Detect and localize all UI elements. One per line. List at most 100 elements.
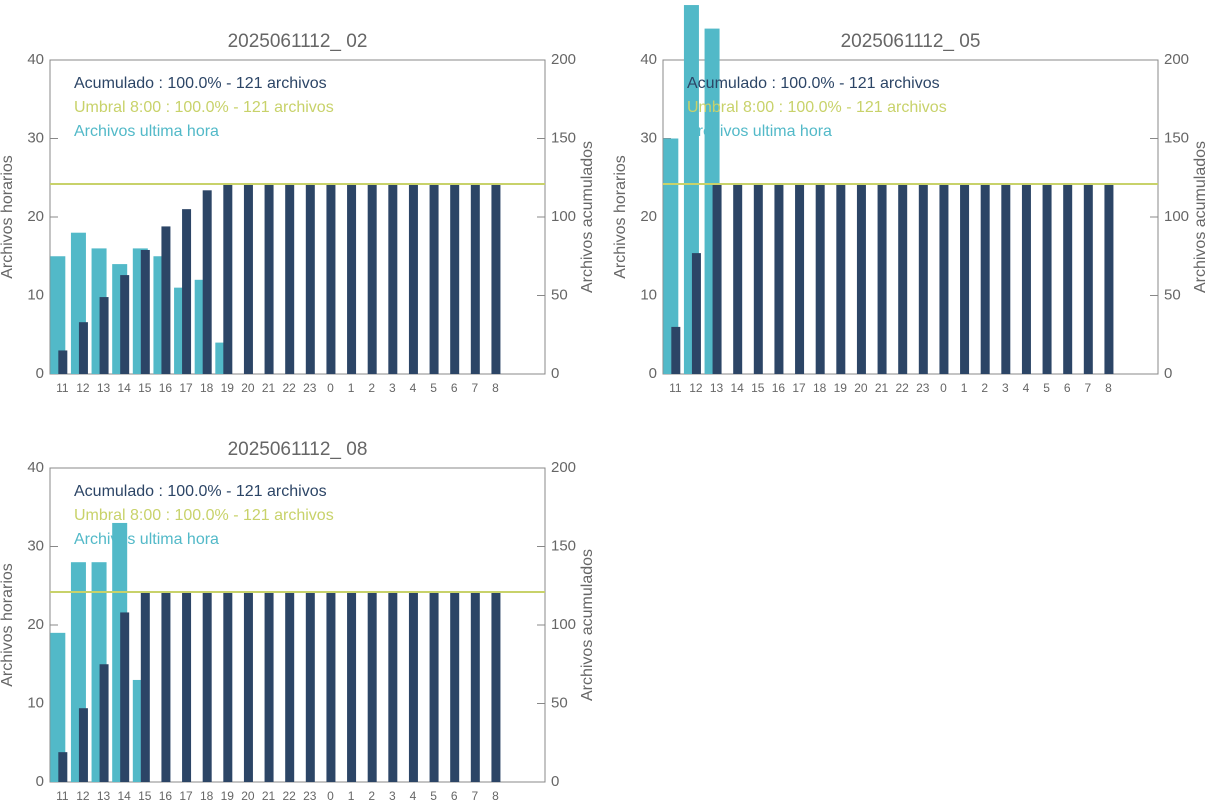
cumulative-bar	[691, 253, 701, 374]
y-tick-label: 40	[27, 51, 44, 68]
x-tick-label: 8	[1105, 381, 1112, 395]
x-tick-label: 15	[138, 789, 152, 803]
x-tick-label: 22	[896, 381, 910, 395]
x-tick-label: 23	[303, 381, 317, 395]
x-tick-label: 2	[368, 381, 375, 395]
x-tick-label: 3	[389, 789, 396, 803]
x-tick-label: 6	[1064, 381, 1071, 395]
cumulative-bar	[1021, 184, 1031, 374]
x-tick-label: 7	[471, 381, 478, 395]
cumulative-bar	[980, 184, 990, 374]
cumulative-bar	[470, 184, 480, 374]
y-tick-label: 20	[640, 208, 657, 225]
cumulative-bar	[243, 592, 253, 782]
chart-title: 2025061112_ 05	[841, 31, 981, 52]
cumulative-bar	[671, 326, 681, 374]
cumulative-bar	[753, 184, 763, 374]
x-tick-label: 23	[303, 789, 317, 803]
x-tick-label: 5	[1043, 381, 1050, 395]
cumulative-bar	[1083, 184, 1093, 374]
legend-entry: Umbral 8:00 : 100.0% - 121 archivos	[74, 99, 334, 116]
x-tick-label: 19	[221, 381, 235, 395]
cumulative-bar	[326, 592, 336, 782]
x-tick-label: 5	[430, 789, 437, 803]
cumulative-bar	[491, 592, 501, 782]
x-tick-label: 12	[76, 381, 90, 395]
cumulative-bar	[367, 184, 377, 374]
y-tick-label: 10	[27, 286, 44, 303]
x-tick-label: 21	[875, 381, 889, 395]
panel: 2025061112_ 05010203040050100150200Archi…	[612, 5, 1206, 395]
cumulative-bar	[264, 592, 274, 782]
x-tick-label: 14	[118, 381, 132, 395]
x-tick-label: 13	[97, 789, 111, 803]
y-tick-label: 0	[649, 365, 657, 382]
x-tick-label: 23	[916, 381, 930, 395]
y2-tick-label: 0	[1164, 365, 1172, 382]
x-tick-label: 7	[471, 789, 478, 803]
cumulative-bar	[774, 184, 784, 374]
cumulative-bar	[1001, 184, 1011, 374]
x-tick-label: 19	[834, 381, 848, 395]
x-tick-label: 8	[492, 381, 499, 395]
x-tick-label: 2	[368, 789, 375, 803]
y-tick-label: 20	[27, 208, 44, 225]
legend-entry: Acumulado : 100.0% - 121 archivos	[74, 75, 327, 92]
y2-tick-label: 100	[1164, 208, 1189, 225]
legend-entry: Acumulado : 100.0% - 121 archivos	[687, 75, 940, 92]
x-tick-label: 21	[262, 789, 276, 803]
cumulative-bar	[120, 275, 130, 374]
cumulative-bar	[408, 184, 418, 374]
cumulative-bar	[388, 592, 398, 782]
x-tick-label: 13	[710, 381, 724, 395]
y2-axis-label: Archivos acumulados	[579, 141, 596, 293]
cumulative-bar	[429, 592, 439, 782]
x-tick-label: 18	[200, 381, 214, 395]
y-axis-label: Archivos horarios	[0, 155, 16, 279]
x-tick-label: 13	[97, 381, 111, 395]
cumulative-bar	[408, 592, 418, 782]
x-tick-label: 3	[1002, 381, 1009, 395]
y-tick-label: 0	[36, 773, 44, 790]
y2-tick-label: 200	[551, 51, 576, 68]
cumulative-bar	[960, 184, 970, 374]
x-tick-label: 11	[56, 789, 69, 803]
x-tick-label: 15	[751, 381, 765, 395]
cumulative-bar	[347, 184, 357, 374]
cumulative-bar	[347, 592, 357, 782]
cumulative-bar	[1063, 184, 1073, 374]
cumulative-bar	[140, 249, 150, 374]
cumulative-bar	[223, 184, 233, 374]
x-tick-label: 22	[283, 789, 297, 803]
x-tick-label: 4	[410, 381, 417, 395]
x-tick-label: 5	[430, 381, 437, 395]
y-tick-label: 40	[640, 51, 657, 68]
cumulative-bar	[1042, 184, 1052, 374]
cumulative-bar	[712, 184, 722, 374]
x-tick-label: 14	[731, 381, 745, 395]
legend-entry: Archivos ultima hora	[687, 123, 832, 140]
legend-entry: Archivos ultima hora	[74, 123, 219, 140]
y2-tick-label: 200	[551, 459, 576, 476]
y-tick-label: 30	[640, 129, 657, 146]
cumulative-bar	[202, 190, 212, 374]
cumulative-bar	[58, 350, 68, 374]
y2-tick-label: 0	[551, 365, 559, 382]
y-tick-label: 20	[27, 616, 44, 633]
x-tick-label: 16	[159, 789, 173, 803]
chart-title: 2025061112_ 08	[228, 439, 368, 460]
cumulative-bar	[898, 184, 908, 374]
y-tick-label: 30	[27, 129, 44, 146]
cumulative-bar	[877, 184, 887, 374]
x-tick-label: 16	[159, 381, 173, 395]
x-tick-label: 15	[138, 381, 152, 395]
cumulative-bar	[264, 184, 274, 374]
cumulative-bar	[140, 592, 150, 782]
y2-tick-label: 100	[551, 616, 576, 633]
x-tick-label: 11	[56, 381, 69, 395]
x-tick-label: 11	[669, 381, 682, 395]
hourly-bar	[50, 632, 66, 782]
y2-tick-label: 100	[551, 208, 576, 225]
